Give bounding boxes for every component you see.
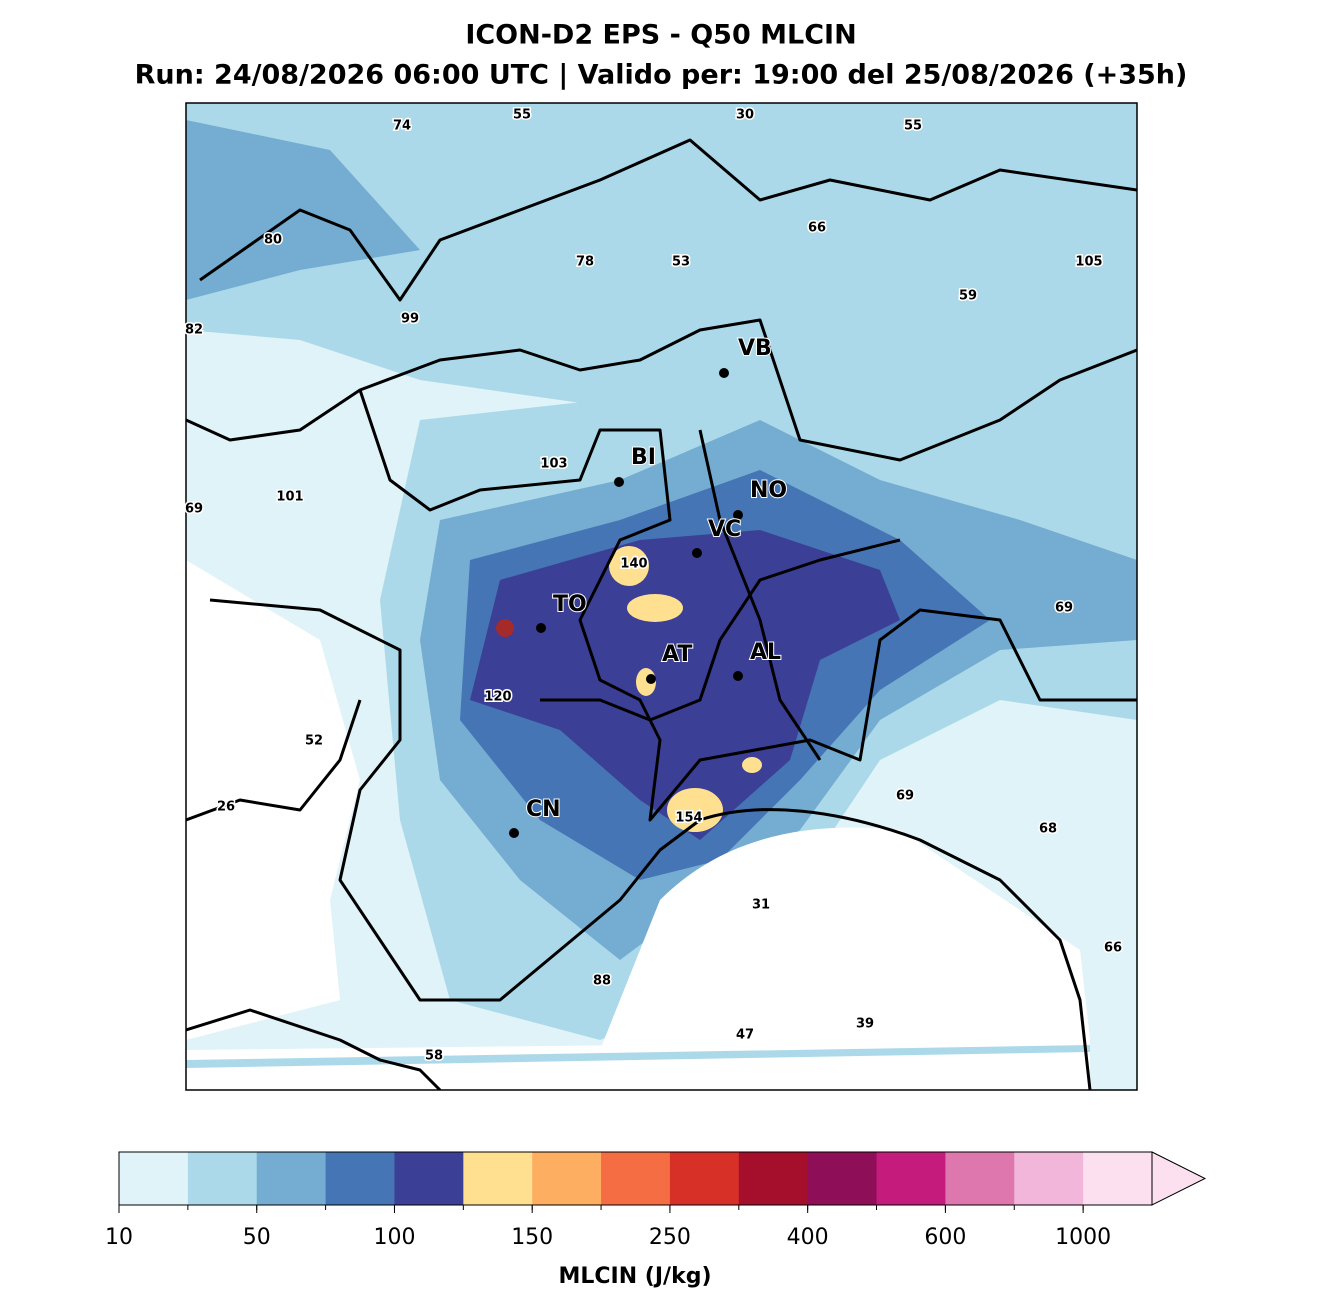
city-dot [719,368,729,378]
colorbar-segment [601,1152,671,1205]
city-label: TO [553,592,587,617]
colorbar-segment [807,1152,878,1205]
colorbar-tick-label: 600 [924,1225,966,1250]
value-label: 68 [1039,822,1057,837]
value-label: 58 [425,1049,443,1064]
colorbar-segment [119,1152,189,1205]
map [186,103,1137,1090]
value-label: 154 [675,811,702,826]
value-label: 55 [513,108,531,123]
value-label: 69 [185,502,203,517]
value-label: 69 [1055,601,1073,616]
colorbar-segment [325,1152,395,1205]
value-label: 55 [904,119,922,134]
value-label: 39 [856,1017,874,1032]
city-label: BI [631,445,656,470]
city-dot [733,510,743,520]
city-label: NO [750,478,787,503]
city-dot [614,477,624,487]
city-dot [536,623,546,633]
city-label: VC [708,517,741,542]
value-label: 103 [540,457,567,472]
colorbar-tick-label: 50 [243,1225,271,1250]
value-label: 120 [484,690,511,705]
colorbar-segment [532,1152,602,1205]
city-dot [733,671,743,681]
value-label: 74 [393,119,411,134]
colorbar-extend [1151,1151,1207,1206]
colorbar-tick-label: 150 [511,1225,553,1250]
value-label: 31 [752,898,770,913]
value-label: 59 [959,289,977,304]
value-label: 69 [896,789,914,804]
colorbar-segment [945,1152,1015,1205]
value-label: 52 [305,734,323,749]
value-label: 140 [620,557,647,572]
subtitle: Run: 24/08/2026 06:00 UTC | Valido per: … [135,60,1188,91]
colorbar: 10 50 100 150 250 400 600 1000 [105,1151,1207,1250]
city-label: AT [662,642,692,667]
city-dot [692,548,702,558]
value-label: 47 [736,1028,754,1043]
colorbar-frame [118,1151,1153,1206]
marker [496,619,514,637]
title: ICON-D2 EPS - Q50 MLCIN [465,20,856,51]
value-label: 105 [1075,255,1102,270]
value-label: 78 [576,255,594,270]
value-label: 82 [185,323,203,338]
value-label: 66 [1104,941,1122,956]
colorbar-segment [738,1152,809,1205]
value-label: 101 [276,490,303,505]
colorbar-tick-label: 10 [105,1225,133,1250]
city-dot [509,828,519,838]
colorbar-segment [394,1152,464,1205]
map-frame [185,102,1138,1091]
colorbar-label: MLCIN (J/kg) [558,1264,711,1289]
colorbar-segment [669,1152,740,1205]
city-label: CN [526,797,561,822]
colorbar-segment [187,1152,258,1205]
colorbar-segment [876,1152,946,1205]
value-label: 66 [808,221,826,236]
colorbar-tick-label: 1000 [1055,1225,1111,1250]
value-label: 53 [672,255,690,270]
value-label: 30 [736,108,754,123]
value-label: 26 [217,800,235,815]
colorbar-segment [1014,1152,1084,1205]
colorbar-tick-label: 250 [649,1225,691,1250]
city-label: VB [738,336,772,361]
colorbar-segment [1083,1152,1153,1205]
value-label: 88 [593,974,611,989]
city-label: AL [750,640,781,665]
colorbar-tick-label: 400 [787,1225,829,1250]
colorbar-segment [256,1152,327,1205]
value-label: 80 [264,233,282,248]
city-dot [646,674,656,684]
value-label: 99 [401,312,419,327]
colorbar-segment [463,1152,533,1205]
colorbar-tick-label: 100 [373,1225,415,1250]
